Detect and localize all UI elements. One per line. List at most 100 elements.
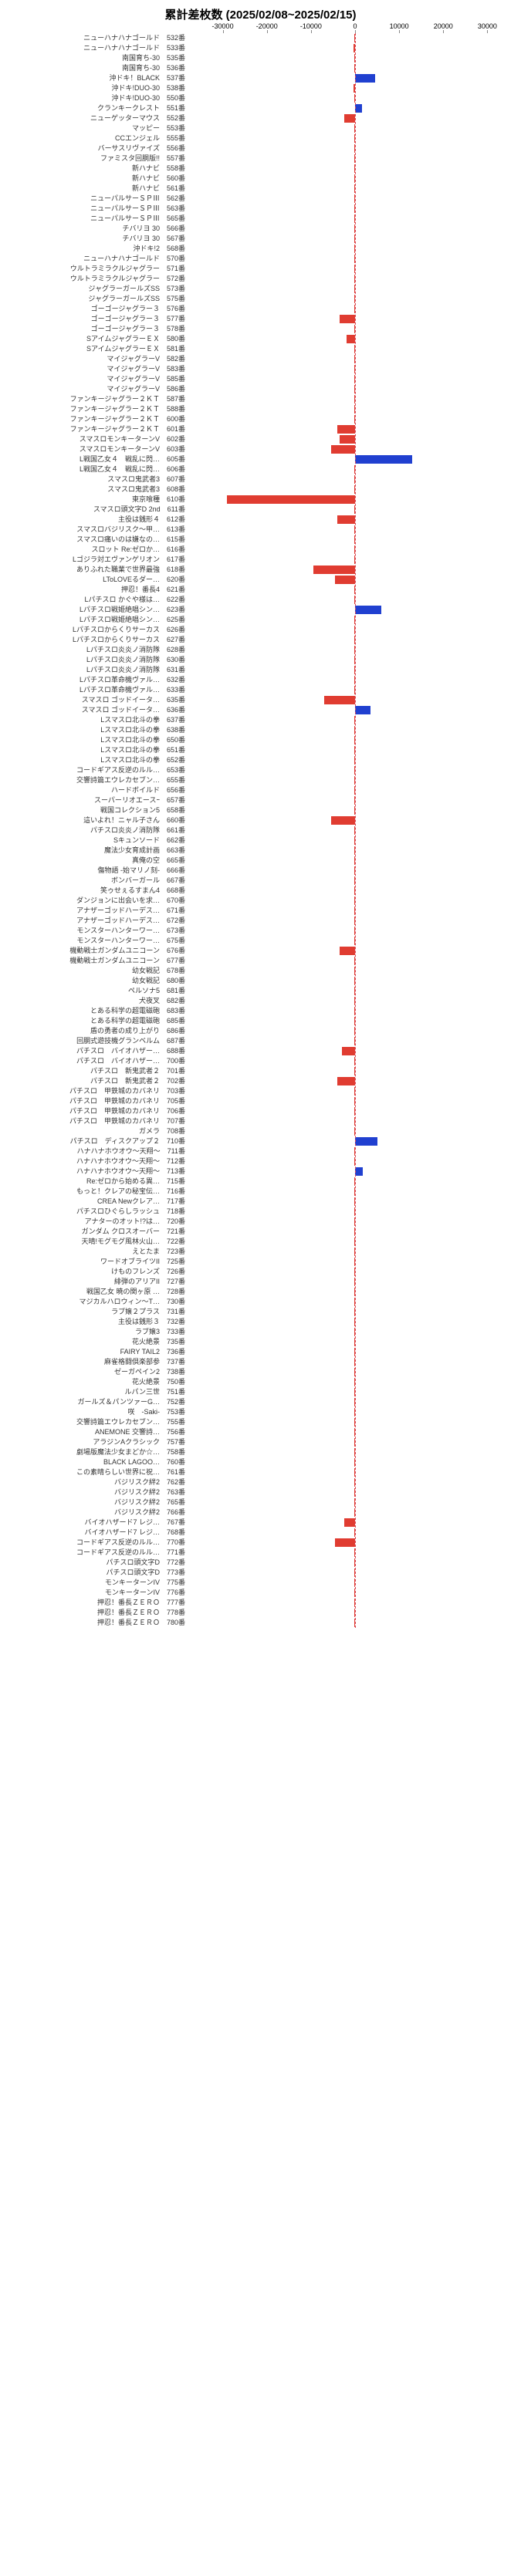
- row-label: ファミスタ回胴版!! 557番: [0, 154, 185, 164]
- row-label: L戦国乙女４ 戦乱に閃… 606番: [0, 464, 185, 474]
- x-axis-tick: [399, 30, 400, 33]
- row-label: モンキーターンIV 776番: [0, 1588, 185, 1598]
- bar: [340, 435, 355, 444]
- x-axis-tick: [487, 30, 488, 33]
- bar: [342, 1047, 355, 1055]
- row-label: ニューパルサーＳＰⅢ 562番: [0, 194, 185, 204]
- row-label: 劇場版魔法少女まどか☆… 758番: [0, 1447, 185, 1457]
- row-label: ボンバーガール 667番: [0, 876, 185, 886]
- row-label: スマスロ鬼武者3 608番: [0, 484, 185, 495]
- row-label: 主役は銭形４ 612番: [0, 515, 185, 525]
- row-label: ファンキージャグラー２ＫＴ 588番: [0, 404, 185, 414]
- row-label: ラブ嬢２プラス 731番: [0, 1307, 185, 1317]
- bar: [337, 425, 355, 434]
- row-label: パチスロ 甲鉄城のカバネリ 705番: [0, 1096, 185, 1106]
- bar: [340, 315, 355, 323]
- row-label: えとたま 723番: [0, 1247, 185, 1257]
- zero-reference-line: [355, 33, 356, 1628]
- row-label: 沖ドキ！BLACK 537番: [0, 73, 185, 83]
- bar: [335, 576, 355, 584]
- row-label: バーサスリヴァイズ 556番: [0, 143, 185, 154]
- row-label: 戦国乙女 暁の関ヶ原 … 728番: [0, 1287, 185, 1297]
- row-label: ニューハナハナゴールド 570番: [0, 254, 185, 264]
- bar: [355, 104, 362, 113]
- row-label: ジャグラーガールズSS 575番: [0, 294, 185, 304]
- row-label: パチスロ頭文字D 773番: [0, 1568, 185, 1578]
- row-label: とある科学の超電磁砲 685番: [0, 1016, 185, 1026]
- row-label: パチスロ 甲鉄城のカバネリ 706番: [0, 1106, 185, 1116]
- row-label: マジカルハロウィン～T… 730番: [0, 1297, 185, 1307]
- row-label: ファンキージャグラー２ＫＴ 601番: [0, 424, 185, 434]
- x-axis-tick-label: 30000: [478, 22, 497, 30]
- row-label: ANEMONE 交響詩… 756番: [0, 1427, 185, 1437]
- row-label: ありふれた職業で世界最強 618番: [0, 565, 185, 575]
- row-label: 花火絶景 750番: [0, 1377, 185, 1387]
- row-label: 沖ドキ!DUO-30 538番: [0, 83, 185, 93]
- row-label: とある科学の超電磁砲 683番: [0, 1006, 185, 1016]
- x-axis-tick-label: -30000: [212, 22, 234, 30]
- row-label: 沖ドキ!DUO-30 550番: [0, 93, 185, 103]
- row-label: もっと！クレアの秘宝伝… 716番: [0, 1187, 185, 1197]
- row-label: Lパチスロからくりサーカス 627番: [0, 635, 185, 645]
- row-label: ファンキージャグラー２ＫＴ 600番: [0, 414, 185, 424]
- row-label: アナザーゴッドハーデス… 671番: [0, 906, 185, 916]
- chart-title: 累計差枚数 (2025/02/08~2025/02/15): [0, 0, 521, 22]
- row-label: ラブ嬢3 733番: [0, 1327, 185, 1337]
- row-label: バイオハザード7 レジ… 768番: [0, 1528, 185, 1538]
- row-label: 幼女戦記 680番: [0, 976, 185, 986]
- plot-area: ニューハナハナゴールド 532番ニューハナハナゴールド 533番南国育ち-30 …: [201, 33, 509, 1628]
- bar: [344, 1518, 355, 1527]
- row-label: 主役は銭形３ 732番: [0, 1317, 185, 1327]
- row-label: Lパチスロ戦姫絶唱シン… 625番: [0, 615, 185, 625]
- row-label: Lスマスロ北斗の拳 652番: [0, 755, 185, 765]
- row-label: スロット Re:ゼロか… 616番: [0, 545, 185, 555]
- chart-container: 累計差枚数 (2025/02/08~2025/02/15) -30000 -200…: [0, 0, 521, 1628]
- row-label: ワードオブライツII 725番: [0, 1257, 185, 1267]
- row-label: ハナハナホウオウ～天翔～ 712番: [0, 1156, 185, 1166]
- bar: [340, 947, 355, 955]
- row-label: 新ハナビ 558番: [0, 164, 185, 174]
- row-label: CREA Newクレア… 717番: [0, 1197, 185, 1207]
- row-label: スマスロ ゴッドイータ… 635番: [0, 695, 185, 705]
- row-label: 幼女戦記 678番: [0, 966, 185, 976]
- row-label: 押忍！番長ＺＥＲＯ 778番: [0, 1608, 185, 1618]
- bar: [355, 1137, 377, 1146]
- row-label: Lパチスロ炎炎ノ消防隊 631番: [0, 665, 185, 675]
- row-label: クランキークレスト 551番: [0, 103, 185, 113]
- row-label: バジリスク絆2 762番: [0, 1477, 185, 1487]
- row-label: パチスロ ディスクアップ２ 710番: [0, 1136, 185, 1146]
- row-label: ニューパルサーＳＰⅢ 563番: [0, 204, 185, 214]
- bar: [227, 495, 355, 504]
- bar: [313, 566, 355, 574]
- row-label: バジリスク絆2 766番: [0, 1507, 185, 1518]
- row-label: LToLOVEるダー… 620番: [0, 575, 185, 585]
- bar: [344, 114, 355, 123]
- x-axis-tick-label: -20000: [256, 22, 278, 30]
- row-label: ニューゲッターマウス 552番: [0, 113, 185, 123]
- row-label: Lスマスロ北斗の拳 638番: [0, 725, 185, 735]
- x-axis-tick: [267, 30, 268, 33]
- row-label: 戦国コレクション5 658番: [0, 805, 185, 815]
- row-label: Lパチスロ かぐや様は… 622番: [0, 595, 185, 605]
- row-label: ゴーゴージャグラー３ 577番: [0, 314, 185, 324]
- row-label: Lパチスロ炎炎ノ消防隊 630番: [0, 655, 185, 665]
- row-label: 南国育ち-30 536番: [0, 63, 185, 73]
- x-axis-tick-label: -10000: [300, 22, 322, 30]
- row-label: 犬夜叉 682番: [0, 996, 185, 1006]
- row-label: 押忍！番長ＺＥＲＯ 777番: [0, 1598, 185, 1608]
- row-label: Lスマスロ北斗の拳 650番: [0, 735, 185, 745]
- row-label: モンキーターンIV 775番: [0, 1578, 185, 1588]
- row-label: FAIRY TAIL2 736番: [0, 1347, 185, 1357]
- bar: [324, 696, 355, 704]
- row-label: 笑ゥせぇるすまん4 668番: [0, 886, 185, 896]
- row-label: パチスロ 新鬼武者２ 702番: [0, 1076, 185, 1086]
- x-axis-tick: [311, 30, 312, 33]
- row-label: 交響詩篇エウレカセブン… 755番: [0, 1417, 185, 1427]
- bar: [337, 1077, 355, 1085]
- x-axis-tick: [223, 30, 224, 33]
- row-label: ウルトラミラクルジャグラー 572番: [0, 274, 185, 284]
- row-label: ハナハナホウオウ～天翔～ 713番: [0, 1166, 185, 1177]
- row-label: 盾の勇者の成り上がり 686番: [0, 1026, 185, 1036]
- x-axis-tick-label: 20000: [434, 22, 453, 30]
- row-label: チバリヨ 30 566番: [0, 224, 185, 234]
